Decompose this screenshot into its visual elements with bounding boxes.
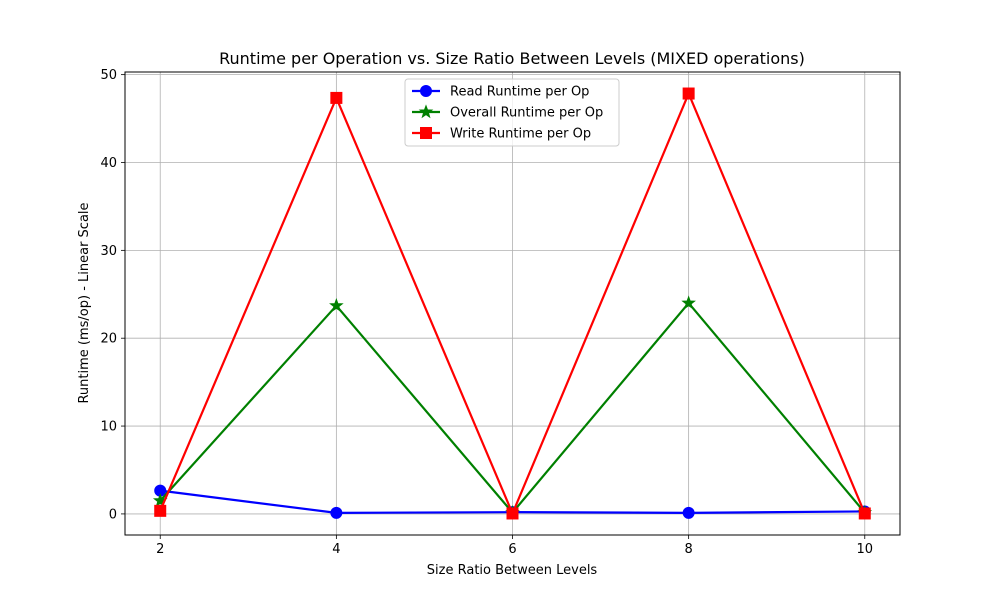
- y-tick-label: 0: [109, 507, 117, 522]
- legend-marker: [420, 127, 432, 139]
- x-tick-label: 2: [156, 542, 164, 557]
- y-tick-label: 20: [100, 332, 117, 347]
- y-tick-label: 40: [100, 156, 117, 171]
- y-tick-label: 10: [100, 420, 117, 435]
- legend-marker: [420, 85, 432, 97]
- chart-title: Runtime per Operation vs. Size Ratio Bet…: [219, 49, 805, 68]
- x-tick-label: 6: [508, 542, 516, 557]
- data-point: [506, 507, 519, 520]
- legend-marker: [418, 104, 434, 119]
- data-point: [682, 87, 695, 100]
- x-tick-label: 10: [856, 542, 873, 557]
- data-point: [154, 504, 167, 517]
- data-point: [858, 507, 871, 520]
- legend-entry: Write Runtime per Op: [412, 127, 591, 142]
- x-tick-label: 8: [684, 542, 692, 557]
- legend-label: Read Runtime per Op: [450, 85, 589, 100]
- legend: Read Runtime per Op Overall Runtime per O…: [404, 78, 620, 147]
- legend-label: Write Runtime per Op: [450, 127, 591, 142]
- y-tick-label: 30: [100, 244, 117, 259]
- legend-entries: Read Runtime per Op Overall Runtime per O…: [412, 85, 603, 142]
- legend-entry: Read Runtime per Op: [412, 85, 589, 100]
- series-square: [154, 87, 871, 520]
- legend-box: [404, 78, 620, 147]
- plot-series: [152, 87, 873, 520]
- y-tick-label: 50: [100, 68, 117, 83]
- data-point: [682, 506, 695, 519]
- data-point: [329, 298, 344, 312]
- axis-ticks: 2 4 6 8 10 0 10 20 30 40 50: [100, 68, 873, 557]
- legend-entry: Overall Runtime per Op: [412, 104, 603, 121]
- y-axis-label: Runtime (ms/op) - Linear Scale: [77, 202, 92, 403]
- legend-label: Overall Runtime per Op: [450, 106, 603, 121]
- data-point: [330, 91, 343, 104]
- x-axis-label: Size Ratio Between Levels: [427, 563, 598, 578]
- data-point: [330, 506, 343, 519]
- data-point: [681, 295, 696, 310]
- x-tick-label: 4: [332, 542, 340, 557]
